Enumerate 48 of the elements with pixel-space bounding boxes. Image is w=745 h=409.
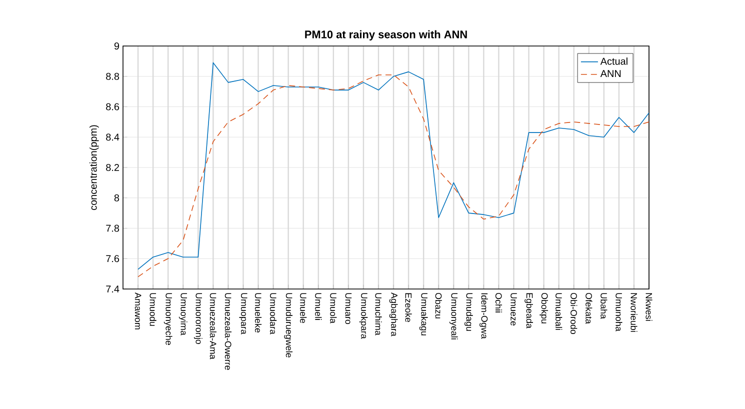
x-tick-label: Umueleke [254, 293, 262, 332]
y-tick-label: 7.4 [106, 286, 120, 292]
y-tick-label: 9 [114, 42, 120, 50]
x-tick-label: Umueli [315, 293, 322, 320]
y-tick-label: 8.8 [106, 72, 120, 80]
x-tick-label: Umuchima [375, 293, 382, 336]
x-tick-label: Umuezeala-Ama [210, 293, 216, 360]
x-tick-label: Umuokpara [359, 293, 368, 339]
y-tick-label: 8 [114, 194, 120, 202]
x-tick-label: Umuduruegwele [284, 293, 292, 358]
x-tick-label: Umuodara [270, 293, 277, 334]
x-tick-label: Umuonyeali [449, 293, 458, 340]
x-tick-label: Umuodu [150, 293, 156, 326]
x-tick-label: Idem-Ogwa [480, 293, 488, 339]
x-tick-label: Agbaghara [389, 292, 398, 336]
y-tick-label: 8.6 [106, 103, 120, 110]
x-tick-label: Egbeada [524, 293, 533, 328]
x-tick-label: Nkwesi [646, 293, 652, 321]
x-tick-label: Umuele [300, 293, 307, 324]
x-tick-label: Ofekata [586, 292, 592, 324]
x-tick-label: Umuabali [556, 293, 562, 330]
x-tick-label: Amawom [134, 292, 142, 330]
x-tick-label: Umunoha [616, 293, 622, 332]
y-axis-title: concentration(ppm) [90, 125, 99, 210]
x-tick-label: Umuezeala-Owerre [224, 293, 232, 370]
x-tick-label: Obi-Orodo [570, 292, 578, 334]
x-tick-label: Umuopara [239, 293, 248, 334]
x-tick-label: Obazu [435, 292, 442, 318]
y-tick-label: 8.2 [106, 164, 119, 172]
x-tick-label: Umueze [510, 293, 517, 326]
x-tick-label: Umuororonjo [194, 293, 202, 344]
y-tick-label: 7.8 [106, 224, 120, 232]
x-tick-label: Umuonyeche [164, 293, 172, 345]
x-tick-label: Ezeoke [405, 293, 412, 322]
x-tick-label: Umuaro [345, 293, 352, 324]
legend-label: ANN [600, 70, 621, 78]
x-tick-label: Umuoyima [178, 293, 188, 336]
x-tick-label: Ochii [495, 292, 502, 312]
x-tick-label: Obokpu [540, 292, 548, 324]
y-tick-label: 8.4 [106, 134, 120, 141]
y-tick-label: 7.6 [106, 255, 120, 262]
chart-title: PM10 at rainy season with ANN [305, 30, 467, 40]
x-tick-label: Nworieubi [630, 293, 638, 332]
x-tick-label: Umuakagu [419, 293, 428, 336]
x-tick-label: Umuola [330, 293, 337, 324]
x-tick-label: Umudagu [464, 293, 473, 331]
x-tick-label: Ubaha [600, 293, 608, 319]
legend-label: Actual [600, 57, 628, 65]
